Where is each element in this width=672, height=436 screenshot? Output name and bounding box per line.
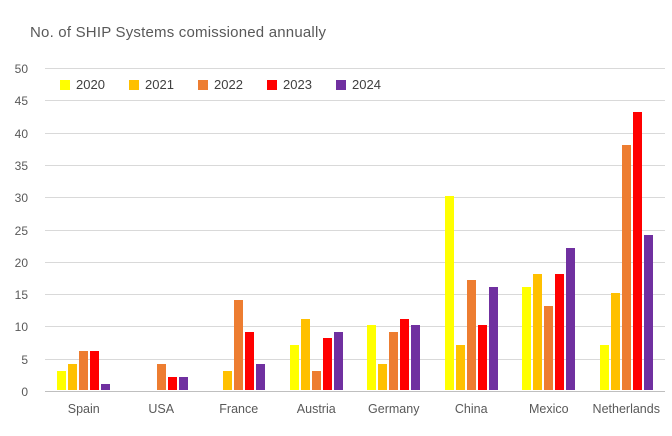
legend-swatch-icon (60, 80, 70, 90)
bar (245, 331, 255, 390)
bar (367, 325, 377, 390)
legend-swatch-icon (336, 80, 346, 90)
bar-groups (45, 67, 665, 390)
x-axis-line (45, 391, 665, 392)
chart-title: No. of SHIP Systems comissioned annually (30, 24, 327, 41)
bar (234, 299, 244, 390)
bar (156, 364, 166, 390)
x-tick-label: Netherlands (592, 402, 660, 416)
x-tick-label: Austria (296, 402, 336, 416)
x-tick-label: USA (148, 402, 175, 416)
bar (544, 306, 554, 390)
gridline (45, 261, 665, 263)
bar-group-mexico (510, 67, 588, 390)
gridline (45, 132, 665, 134)
gridline (45, 229, 665, 231)
bar (411, 325, 421, 390)
x-tick-label: Germany (368, 402, 420, 416)
bar (533, 273, 543, 390)
legend-item-2023: 2023 (267, 77, 336, 93)
plot-area (45, 67, 665, 392)
legend-swatch-icon (129, 80, 139, 90)
bar-group-spain (45, 67, 123, 390)
y-tick-label: 15 (14, 288, 28, 303)
legend-swatch-icon (198, 80, 208, 90)
legend: 2020 2021 2022 2023 2024 (60, 77, 405, 93)
bar-group-austria (278, 67, 356, 390)
bar (389, 331, 399, 390)
bar (223, 370, 233, 390)
y-tick-label: 5 (21, 352, 28, 367)
bar (566, 247, 576, 390)
y-tick-label: 10 (14, 320, 28, 335)
bar (643, 234, 653, 390)
bar (466, 280, 476, 390)
bar (90, 351, 100, 390)
y-tick-label: 50 (14, 62, 28, 76)
y-tick-label: 45 (14, 94, 28, 109)
legend-label: 2022 (214, 77, 243, 92)
bar (311, 370, 321, 390)
bar (444, 196, 454, 390)
bar (68, 364, 78, 390)
x-tick-label: China (454, 402, 488, 416)
bar (599, 344, 609, 390)
bar (555, 273, 565, 390)
legend-label: 2023 (283, 77, 312, 92)
y-tick-label: 30 (14, 191, 28, 206)
bar-group-germany (355, 67, 433, 390)
bar (632, 112, 642, 390)
legend-item-2020: 2020 (60, 77, 129, 93)
bar (333, 331, 343, 390)
bar (378, 364, 388, 390)
y-tick-label: 35 (14, 158, 28, 173)
legend-item-2024: 2024 (336, 77, 405, 93)
bar (289, 344, 299, 390)
gridline (45, 358, 665, 360)
bar-group-china (433, 67, 511, 390)
bar (400, 318, 410, 390)
bar (455, 344, 465, 390)
legend-label: 2021 (145, 77, 174, 92)
legend-swatch-icon (267, 80, 277, 90)
x-tick-label: Spain (67, 402, 100, 416)
bar (322, 338, 332, 390)
x-axis-labels: Spain USA France Austria Germany China Mexico N… (45, 401, 665, 417)
bar (79, 351, 89, 390)
bar (167, 377, 177, 390)
bar (522, 286, 532, 390)
y-tick-label: 25 (14, 223, 28, 238)
bar (256, 364, 266, 390)
gridline (45, 294, 665, 296)
y-tick-label: 40 (14, 126, 28, 141)
bar (610, 293, 620, 390)
legend-item-2022: 2022 (198, 77, 267, 93)
gridline (45, 68, 665, 69)
bar (488, 286, 498, 390)
gridline (45, 100, 665, 102)
y-tick-label: 0 (21, 385, 28, 399)
bar (621, 144, 631, 390)
bar-group-france (200, 67, 278, 390)
gridline (45, 164, 665, 166)
legend-item-2021: 2021 (129, 77, 198, 93)
bar (477, 325, 487, 390)
x-tick-label: France (219, 402, 259, 416)
bar (57, 370, 67, 390)
bar (178, 377, 188, 390)
legend-label: 2024 (352, 77, 381, 92)
legend-label: 2020 (76, 77, 105, 92)
gridline (45, 326, 665, 328)
x-tick-label: Mexico (528, 402, 569, 416)
bar (300, 318, 310, 390)
y-tick-label: 20 (14, 255, 28, 270)
bar (101, 383, 111, 390)
gridline (45, 197, 665, 199)
bar-group-netherlands (588, 67, 666, 390)
bar-group-usa (123, 67, 201, 390)
